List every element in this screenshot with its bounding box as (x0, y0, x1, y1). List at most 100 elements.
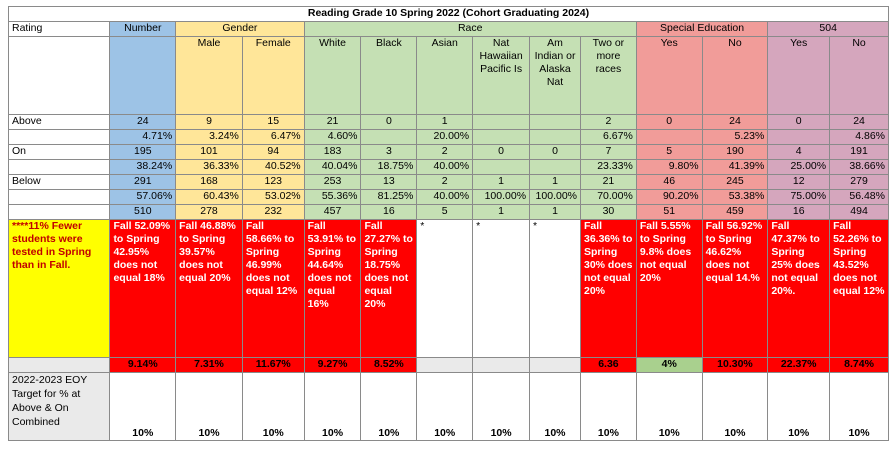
total-cell: 510 (109, 204, 177, 220)
count-cell: 101 (175, 144, 243, 160)
diff-cell: 22.37% (767, 357, 831, 373)
col-header: Black (360, 36, 418, 115)
percent-cell: 55.36% (303, 189, 362, 205)
fall-spring-note: * (416, 219, 474, 358)
race-header: Race (303, 21, 637, 37)
percent-cell: 53.38% (701, 189, 769, 205)
total-cell: 459 (701, 204, 769, 220)
target-cell: 10% (241, 372, 305, 441)
target-cell: 10% (109, 372, 177, 441)
blank-cell (7, 129, 111, 145)
count-cell: 94 (241, 144, 305, 160)
percent-cell: 6.67% (580, 129, 637, 145)
percent-cell (472, 129, 531, 145)
rating-label: On (7, 144, 111, 160)
total-cell: 16 (360, 204, 418, 220)
count-cell: 1 (416, 114, 474, 130)
percent-cell (360, 129, 418, 145)
diff-cell: 8.74% (829, 357, 889, 373)
number-header: Number (109, 21, 177, 37)
percent-cell: 70.00% (580, 189, 637, 205)
percent-cell: 3.24% (175, 129, 243, 145)
blank-cell (7, 159, 111, 175)
target-cell: 10% (635, 372, 703, 441)
fall-spring-note: * (472, 219, 531, 358)
count-cell: 46 (635, 174, 703, 190)
count-cell: 0 (635, 114, 703, 130)
percent-cell: 38.24% (109, 159, 177, 175)
fall-spring-note: Fall 27.27% to Spring 18.75% does not eq… (360, 219, 418, 358)
count-cell: 21 (580, 174, 637, 190)
diff-cell: 4% (635, 357, 703, 373)
count-cell: 291 (109, 174, 177, 190)
diff-cell (472, 357, 531, 373)
diff-cell (529, 357, 581, 373)
col-header: White (303, 36, 362, 115)
count-cell: 0 (767, 114, 831, 130)
percent-cell (635, 129, 703, 145)
diff-cell: 9.14% (109, 357, 177, 373)
count-cell: 5 (635, 144, 703, 160)
fall-spring-note: Fall 52.09% to Spring 42.95% does not eq… (109, 219, 177, 358)
total-cell: 1 (529, 204, 581, 220)
count-cell: 7 (580, 144, 637, 160)
table-title: Reading Grade 10 Spring 2022 (Cohort Gra… (8, 6, 889, 22)
total-cell: 278 (175, 204, 243, 220)
col-header: Yes (767, 36, 831, 115)
percent-cell: 4.60% (303, 129, 362, 145)
count-cell: 3 (360, 144, 418, 160)
count-cell: 13 (360, 174, 418, 190)
total-cell: 5 (416, 204, 474, 220)
count-cell: 24 (829, 114, 889, 130)
blank-cell (109, 36, 177, 115)
percent-cell: 41.39% (701, 159, 769, 175)
percent-cell: 40.52% (241, 159, 305, 175)
col-header: Male (175, 36, 243, 115)
fall-spring-note: Fall 52.26% to Spring 43.52% does not eq… (829, 219, 889, 358)
fewer-tested-note: ****11% Fewer students were tested in Sp… (7, 219, 111, 358)
percent-cell (529, 129, 581, 145)
count-cell: 2 (580, 114, 637, 130)
target-cell: 10% (360, 372, 418, 441)
percent-cell: 9.80% (635, 159, 703, 175)
fall-spring-note: Fall 58.66% to Spring 46.99% does not eq… (241, 219, 305, 358)
target-cell: 10% (529, 372, 581, 441)
percent-cell: 90.20% (635, 189, 703, 205)
percent-cell (767, 129, 831, 145)
percent-cell: 5.23% (701, 129, 769, 145)
count-cell: 12 (767, 174, 831, 190)
count-cell: 2 (416, 174, 474, 190)
percent-cell: 40.04% (303, 159, 362, 175)
percent-cell: 100.00% (529, 189, 581, 205)
col-header: Female (241, 36, 305, 115)
target-label: 2022-2023 EOY Target for % at Above & On… (7, 372, 111, 441)
diff-cell: 6.36 (580, 357, 637, 373)
percent-cell: 53.02% (241, 189, 305, 205)
percent-cell: 38.66% (829, 159, 889, 175)
count-cell: 9 (175, 114, 243, 130)
blank-cell (7, 36, 111, 115)
count-cell: 245 (701, 174, 769, 190)
count-cell: 24 (701, 114, 769, 130)
count-cell: 2 (416, 144, 474, 160)
blank-cell (7, 189, 111, 205)
col-header: Two or more races (580, 36, 637, 115)
count-cell: 21 (303, 114, 362, 130)
percent-cell: 40.00% (416, 189, 474, 205)
col-header: Yes (635, 36, 703, 115)
percent-cell: 57.06% (109, 189, 177, 205)
percent-cell (529, 159, 581, 175)
target-cell: 10% (580, 372, 637, 441)
percent-cell: 40.00% (416, 159, 474, 175)
count-cell: 279 (829, 174, 889, 190)
target-cell: 10% (416, 372, 474, 441)
count-cell: 1 (529, 174, 581, 190)
fall-spring-note: Fall 5.55% to Spring 9.8% does not equal… (635, 219, 703, 358)
gender-header: Gender (175, 21, 305, 37)
section-504-header: 504 (767, 21, 889, 37)
total-cell: 30 (580, 204, 637, 220)
special-education-header: Special Education (635, 21, 769, 37)
fall-spring-note: Fall 56.92% to Spring 46.62% does not eq… (701, 219, 769, 358)
diff-cell: 9.27% (303, 357, 362, 373)
target-cell: 10% (767, 372, 831, 441)
